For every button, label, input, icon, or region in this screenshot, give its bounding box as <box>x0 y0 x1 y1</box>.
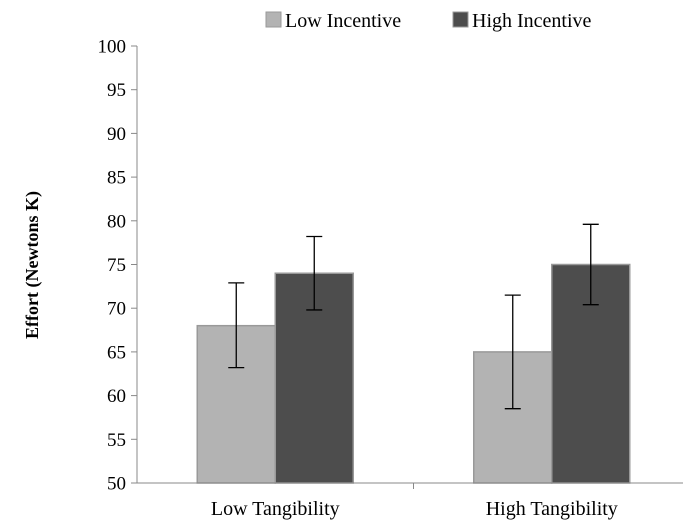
y-tick-label: 80 <box>107 211 126 232</box>
legend: Low Incentive High Incentive <box>265 10 592 32</box>
y-tick-label: 65 <box>107 342 126 363</box>
x-axis-labels: Low Tangibility High Tangibility <box>211 498 618 520</box>
y-tick-label: 55 <box>107 430 126 451</box>
legend-label-low-incentive: Low Incentive <box>285 10 401 32</box>
legend-swatch-high-incentive <box>452 11 469 28</box>
y-axis-ticks: 50 55 60 65 70 75 80 85 90 95 100 <box>98 37 137 495</box>
y-tick-label: 75 <box>107 255 126 276</box>
legend-label-high-incentive: High Incentive <box>472 10 592 32</box>
error-bars <box>228 223 599 410</box>
y-tick-label: 50 <box>107 474 126 495</box>
y-tick-label: 100 <box>98 37 127 58</box>
y-tick-label: 90 <box>107 124 126 145</box>
x-tick-label-high-tangibility: High Tangibility <box>486 498 618 520</box>
bars <box>196 263 631 484</box>
y-tick-label: 70 <box>107 299 126 320</box>
y-tick-label: 85 <box>107 168 126 189</box>
y-tick-label: 95 <box>107 80 126 101</box>
legend-swatch-low-incentive <box>265 11 282 28</box>
y-axis-title: Effort (Newtons K) <box>22 191 43 339</box>
x-tick-label-low-tangibility: Low Tangibility <box>211 498 340 520</box>
y-tick-label: 60 <box>107 386 126 407</box>
